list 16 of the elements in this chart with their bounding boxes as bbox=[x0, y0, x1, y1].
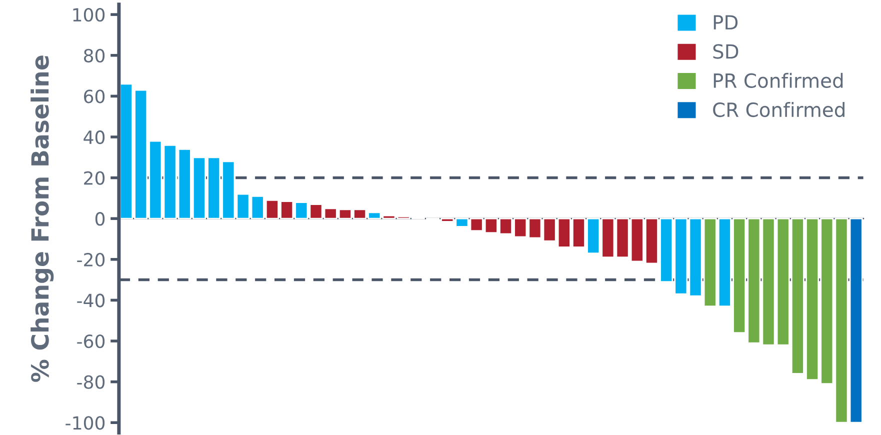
legend-label: PD bbox=[714, 15, 738, 30]
y-tick-label: -40 bbox=[77, 294, 105, 308]
y-tick-label: 60 bbox=[84, 90, 105, 104]
y-tick-label: -80 bbox=[77, 375, 105, 389]
y-tick-label: 20 bbox=[84, 171, 105, 185]
y-tick-label: 40 bbox=[84, 130, 105, 144]
y-tick-label: 0 bbox=[95, 212, 105, 226]
legend-label: SD bbox=[713, 44, 738, 59]
y-tick-label: 100 bbox=[73, 8, 105, 22]
legend-label: PR Confirmed bbox=[714, 72, 843, 88]
y-tick-label: -20 bbox=[77, 252, 105, 267]
y-tick-label: 80 bbox=[84, 48, 105, 62]
legend-label: CR Confirmed bbox=[713, 102, 844, 118]
y-tick-label: -60 bbox=[77, 334, 105, 348]
y-axis-title: % Change From Baseline bbox=[30, 56, 54, 382]
y-tick-label: -100 bbox=[66, 416, 105, 430]
